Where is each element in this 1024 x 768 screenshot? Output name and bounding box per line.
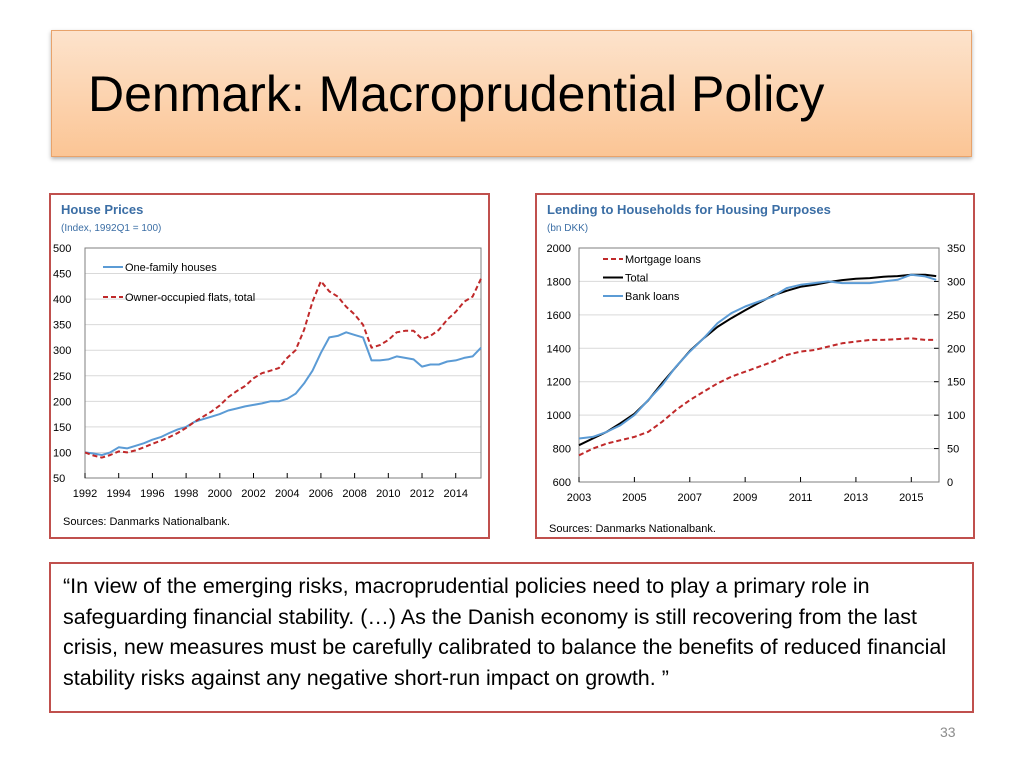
title-banner: Denmark: Macroprudential Policy: [51, 30, 972, 157]
series-line-one-family-houses: [84, 331, 482, 456]
y-tick-label: 600: [553, 477, 571, 489]
x-tick-label: 2010: [376, 488, 400, 500]
x-tick-label: 2005: [622, 492, 646, 504]
y-tick-label: 1600: [547, 310, 571, 322]
y-tick-label: 50: [53, 473, 65, 485]
series-line-mortgage-loans: [578, 337, 937, 457]
y-tick-label: 150: [53, 422, 71, 434]
y2-tick-label: 150: [947, 377, 965, 389]
y2-tick-label: 0: [947, 477, 953, 489]
y2-tick-label: 350: [947, 243, 965, 255]
page-number: 33: [940, 724, 956, 740]
x-tick-label: 2000: [208, 488, 232, 500]
y-tick-label: 350: [53, 320, 71, 332]
y-tick-label: 100: [53, 447, 71, 459]
legend-label-total: Total: [625, 273, 648, 285]
plot-frame: [578, 247, 940, 483]
legend-label-owner-occupied-flats-total: Owner-occupied flats, total: [125, 292, 255, 304]
x-tick-label: 1996: [140, 488, 164, 500]
x-tick-label: 1992: [73, 488, 97, 500]
x-tick-label: 2004: [275, 488, 299, 500]
y-tick-label: 300: [53, 345, 71, 357]
legend-label-mortgage-loans: Mortgage loans: [625, 254, 701, 266]
x-tick-label: 2009: [733, 492, 757, 504]
x-tick-label: 2013: [844, 492, 868, 504]
chart-subtitle: (bn DKK): [547, 223, 588, 234]
x-tick-label: 1994: [106, 488, 130, 500]
x-tick-label: 2008: [342, 488, 366, 500]
y-tick-label: 2000: [547, 243, 571, 255]
legend-label-one-family-houses: One-family houses: [125, 262, 217, 274]
y2-tick-label: 300: [947, 276, 965, 288]
y-tick-label: 500: [53, 243, 71, 255]
y2-tick-label: 100: [947, 410, 965, 422]
x-tick-label: 2011: [789, 492, 813, 504]
chart-source: Sources: Danmarks Nationalbank.: [549, 523, 716, 535]
quote-text: “In view of the emerging risks, macropru…: [63, 574, 947, 690]
y-tick-label: 1200: [547, 377, 571, 389]
y-tick-label: 800: [553, 444, 571, 456]
quote-box: “In view of the emerging risks, macropru…: [49, 562, 974, 713]
page-title: Denmark: Macroprudential Policy: [88, 66, 825, 122]
chart-subtitle: (Index, 1992Q1 = 100): [61, 223, 161, 234]
lending-chart-svg: Lending to Households for Housing Purpos…: [547, 202, 966, 535]
y-tick-label: 1800: [547, 276, 571, 288]
y-tick-label: 1400: [547, 343, 571, 355]
house-prices-chart: House Prices (Index, 1992Q1 = 100) Sources…: [49, 193, 490, 539]
plot-frame: [84, 247, 482, 479]
y2-tick-label: 50: [947, 444, 959, 456]
series-line-bank-loans: [578, 273, 937, 440]
x-tick-label: 1998: [174, 488, 198, 500]
x-tick-label: 2015: [899, 492, 923, 504]
series-line-owner-occupied-flats-total: [84, 278, 482, 459]
house-prices-chart-svg: House Prices (Index, 1992Q1 = 100) Sources…: [53, 202, 482, 528]
x-tick-label: 2014: [443, 488, 467, 500]
y-tick-label: 250: [53, 371, 71, 383]
y-tick-label: 1000: [547, 410, 571, 422]
x-tick-label: 2012: [410, 488, 434, 500]
legend-label-bank-loans: Bank loans: [625, 291, 680, 303]
x-tick-label: 2002: [241, 488, 265, 500]
chart-source: Sources: Danmarks Nationalbank.: [63, 516, 230, 528]
x-tick-label: 2006: [309, 488, 333, 500]
y-tick-label: 400: [53, 294, 71, 306]
chart-title: Lending to Households for Housing Purpos…: [547, 202, 831, 217]
lending-chart: Lending to Households for Housing Purpos…: [535, 193, 975, 539]
y2-tick-label: 200: [947, 343, 965, 355]
y-tick-label: 450: [53, 269, 71, 281]
chart-title: House Prices: [61, 202, 143, 217]
x-tick-label: 2003: [567, 492, 591, 504]
y-tick-label: 200: [53, 396, 71, 408]
y2-tick-label: 250: [947, 310, 965, 322]
x-tick-label: 2007: [678, 492, 702, 504]
